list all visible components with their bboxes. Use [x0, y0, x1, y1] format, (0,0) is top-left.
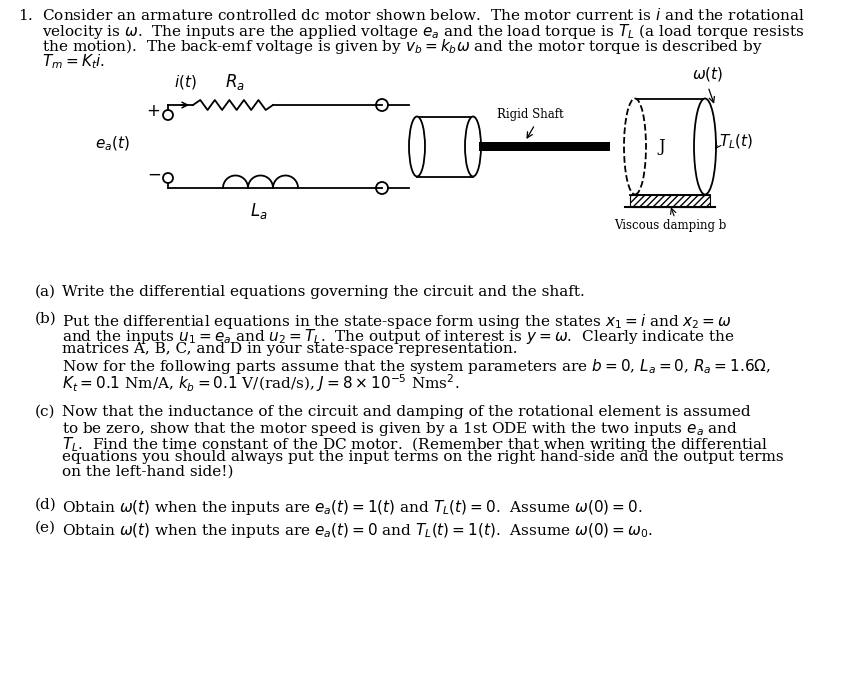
- Text: Viscous damping b: Viscous damping b: [614, 219, 726, 232]
- Ellipse shape: [694, 99, 716, 195]
- Text: Now for the following parts assume that the system parameters are $b = 0$, $L_a : Now for the following parts assume that …: [62, 357, 771, 376]
- Text: matrices A, B, C, and D in your state-space representation.: matrices A, B, C, and D in your state-sp…: [62, 342, 518, 356]
- Text: $K_t = 0.1$ Nm/A, $k_b = 0.1$ V/(rad/s), $J = 8 \times 10^{-5}$ Nms$^2$.: $K_t = 0.1$ Nm/A, $k_b = 0.1$ V/(rad/s),…: [62, 372, 459, 394]
- Text: (c): (c): [35, 405, 55, 419]
- Bar: [417, 116, 473, 177]
- Bar: [635, 99, 705, 195]
- Ellipse shape: [624, 99, 646, 195]
- Text: Now that the inductance of the circuit and damping of the rotational element is : Now that the inductance of the circuit a…: [62, 405, 751, 419]
- Text: $L_a$: $L_a$: [250, 201, 267, 221]
- Text: $T_m = K_t i$.: $T_m = K_t i$.: [18, 52, 105, 71]
- Text: $+$: $+$: [146, 103, 160, 119]
- Text: $T_L$.  Find the time constant of the DC motor.  (Remember that when writing the: $T_L$. Find the time constant of the DC …: [62, 435, 767, 454]
- Text: and the inputs $u_1 = e_a$ and $u_2 = T_L$.  The output of interest is $y = \ome: and the inputs $u_1 = e_a$ and $u_2 = T_…: [62, 327, 735, 346]
- Text: (a): (a): [35, 285, 56, 299]
- Text: on the left-hand side!): on the left-hand side!): [62, 465, 233, 479]
- Text: $-$: $-$: [147, 166, 161, 182]
- Text: equations you should always put the input terms on the right hand-side and the o: equations you should always put the inpu…: [62, 450, 784, 464]
- Text: $T_L(t)$: $T_L(t)$: [719, 132, 753, 151]
- Text: J: J: [659, 138, 666, 155]
- Text: Rigid Shaft: Rigid Shaft: [497, 108, 564, 121]
- Text: velocity is $\omega$.  The inputs are the applied voltage $e_a$ and the load tor: velocity is $\omega$. The inputs are the…: [18, 22, 805, 41]
- Bar: [630, 195, 710, 206]
- Text: Put the differential equations in the state-space form using the states $x_1 = i: Put the differential equations in the st…: [62, 312, 732, 331]
- Text: $i(t)$: $i(t)$: [174, 73, 196, 91]
- Text: Obtain $\omega(t)$ when the inputs are $e_a(t) = 1(t)$ and $T_L(t) = 0$.  Assume: Obtain $\omega(t)$ when the inputs are $…: [62, 498, 643, 517]
- Text: $\omega(t)$: $\omega(t)$: [693, 64, 723, 82]
- Text: 1.  Consider an armature controlled dc motor shown below.  The motor current is : 1. Consider an armature controlled dc mo…: [18, 7, 805, 23]
- Ellipse shape: [409, 116, 425, 177]
- Text: to be zero, show that the motor speed is given by a 1st ODE with the two inputs : to be zero, show that the motor speed is…: [62, 420, 738, 438]
- Bar: [479, 142, 610, 151]
- Text: $R_a$: $R_a$: [225, 72, 245, 92]
- Text: $e_a(t)$: $e_a(t)$: [95, 134, 130, 153]
- Text: (d): (d): [35, 498, 57, 512]
- Text: the motion).  The back-emf voltage is given by $v_b = k_b\omega$ and the motor t: the motion). The back-emf voltage is giv…: [18, 37, 763, 56]
- Text: (e): (e): [35, 521, 56, 534]
- Text: (b): (b): [35, 312, 57, 326]
- Text: Obtain $\omega(t)$ when the inputs are $e_a(t) = 0$ and $T_L(t) = 1(t)$.  Assume: Obtain $\omega(t)$ when the inputs are $…: [62, 521, 653, 540]
- Text: Write the differential equations governing the circuit and the shaft.: Write the differential equations governi…: [62, 285, 585, 299]
- Ellipse shape: [465, 116, 481, 177]
